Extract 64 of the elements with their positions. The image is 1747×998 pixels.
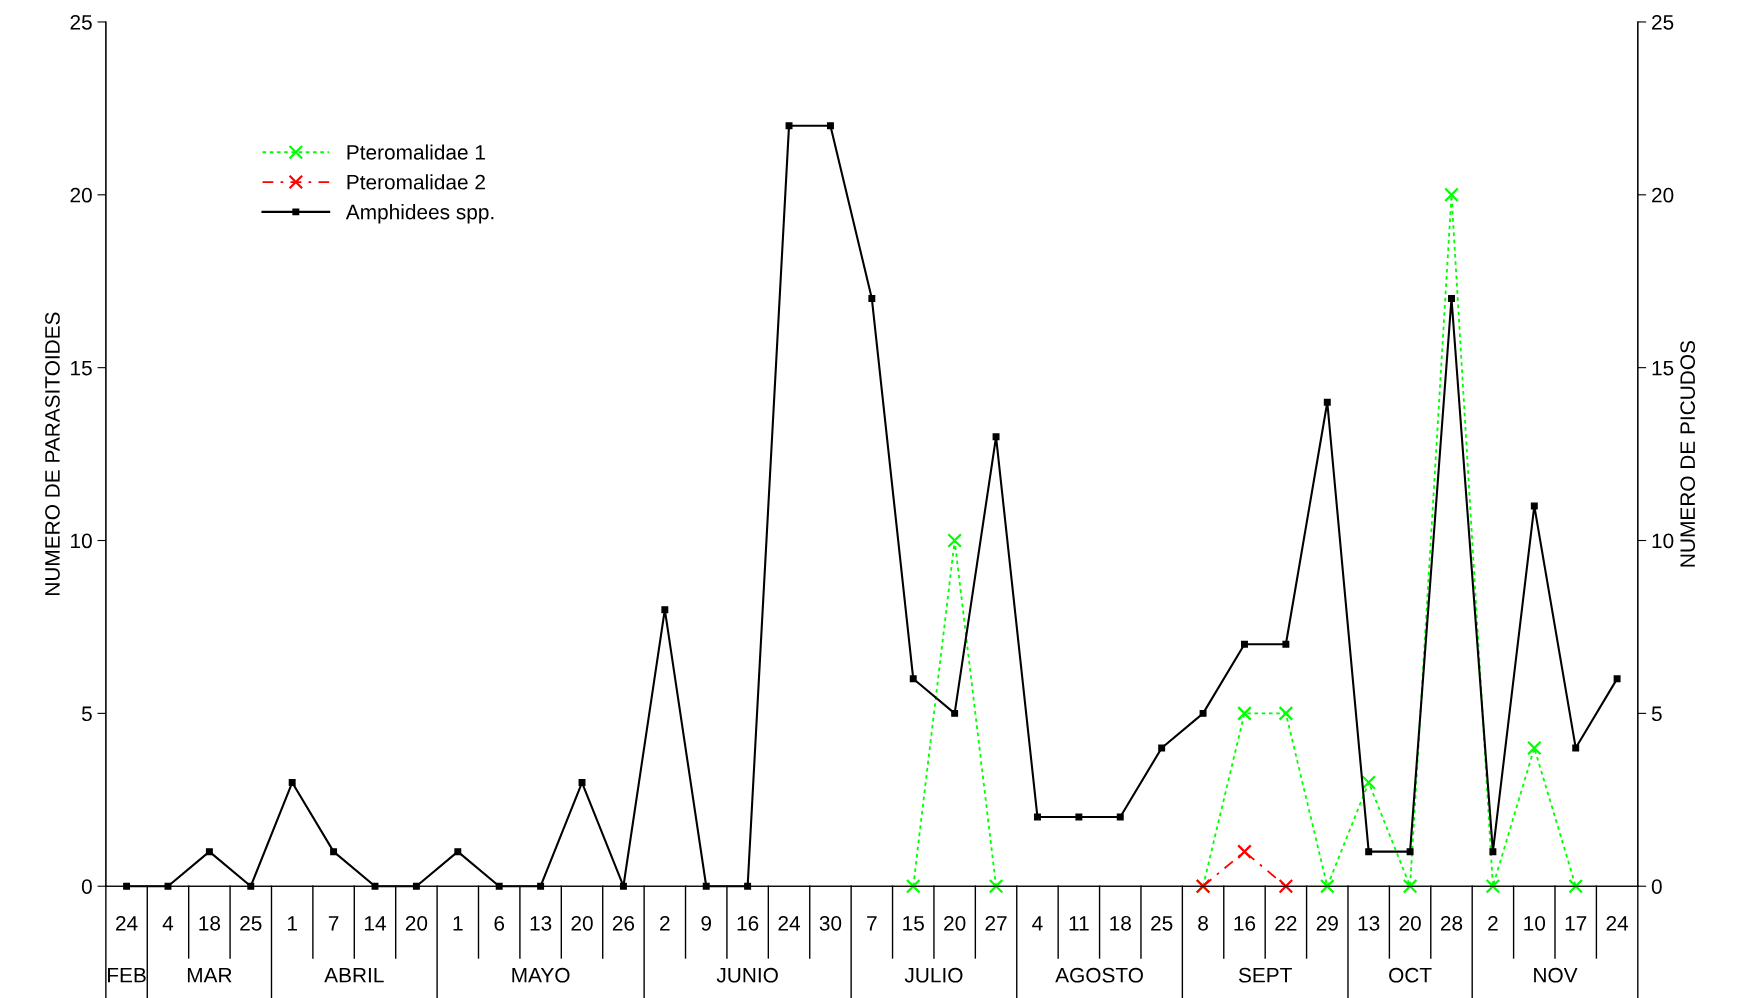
x-tick-label: 28 xyxy=(1440,915,1463,931)
x-tick-label: 20 xyxy=(405,915,428,931)
y2-tick-label: 15 xyxy=(1652,360,1674,376)
text: FEB xyxy=(108,968,146,983)
x-tick-label: 9 xyxy=(701,915,712,931)
x-tick-label: 7 xyxy=(867,916,877,931)
x-tick-label: 16 xyxy=(1234,915,1256,931)
x-tick-label: 26 xyxy=(612,915,635,931)
x-tick-label: 18 xyxy=(1110,915,1131,931)
y-axis-title: NUMERO DE PARASITOIDES xyxy=(45,312,60,595)
x-tick-label: 25 xyxy=(1151,915,1173,931)
text: JUNIO xyxy=(716,967,778,983)
y2-axis-title: NUMERO DE PICUDOS xyxy=(1680,341,1696,567)
x-tick-label: 30 xyxy=(819,915,842,931)
x-tick-label: 4 xyxy=(162,916,174,931)
x-tick-label: 7 xyxy=(328,916,339,931)
x-tick-label: 13 xyxy=(1358,915,1380,931)
x-tick-label: 8 xyxy=(1198,915,1208,931)
text: MAR xyxy=(187,968,232,983)
text: AGOSTO xyxy=(1055,967,1143,983)
x-tick-label: 10 xyxy=(1524,915,1546,931)
x-tick-label: 25 xyxy=(240,915,262,931)
x-tick-label: 29 xyxy=(1316,915,1338,931)
y2-tick-label: 20 xyxy=(1652,187,1674,203)
x-tick-label: 14 xyxy=(365,916,386,931)
y-tick-label: 20 xyxy=(70,187,92,203)
x-tick-label: 2 xyxy=(660,915,670,931)
x-tick-label: 15 xyxy=(903,916,924,931)
x-tick-label: 20 xyxy=(571,915,593,931)
x-tick-label: 1 xyxy=(287,916,297,931)
x-tick-label: 22 xyxy=(1275,915,1297,931)
x-tick-label: 24 xyxy=(116,915,138,931)
x-tick-label: 4 xyxy=(1032,916,1043,931)
legend-label: Pteromalidae 1 xyxy=(347,144,485,160)
x-tick-label: 13 xyxy=(530,915,552,931)
text: OCT xyxy=(1389,967,1432,983)
legend-label: Amphidees spp. xyxy=(345,204,494,224)
y-tick-label: 0 xyxy=(81,879,92,894)
y-tick-label: 15 xyxy=(71,360,92,376)
y2-tick-label: 10 xyxy=(1652,533,1674,549)
text: NOV xyxy=(1534,967,1578,983)
x-tick-label: 1 xyxy=(453,916,463,931)
x-tick-label: 17 xyxy=(1565,916,1587,931)
x-tick-label: 20 xyxy=(944,915,966,931)
y-tick-label: 5 xyxy=(81,706,92,722)
y2-tick-label: 0 xyxy=(1651,879,1662,894)
text: JULIO xyxy=(904,967,963,983)
x-tick-label: 6 xyxy=(494,915,505,931)
y2-tick-label: 25 xyxy=(1652,14,1674,30)
y-tick-label: 25 xyxy=(70,14,92,30)
x-tick-label: 18 xyxy=(199,915,221,931)
x-tick-label: 11 xyxy=(1069,916,1089,931)
y2-tick-label: 5 xyxy=(1651,706,1662,722)
x-tick-label: 2 xyxy=(1488,915,1498,931)
x-tick-label: 27 xyxy=(985,915,1007,931)
x-tick-label: 16 xyxy=(737,915,759,931)
text: ABRIL xyxy=(324,968,384,983)
x-tick-label: 20 xyxy=(1399,915,1421,931)
text: MAYO xyxy=(512,967,570,983)
x-tick-label: 24 xyxy=(778,915,801,931)
x-tick-label: 24 xyxy=(1606,915,1629,931)
y-tick-label: 10 xyxy=(71,533,92,549)
text: SEPT xyxy=(1238,967,1292,983)
legend-label: Pteromalidae 2 xyxy=(347,174,485,190)
